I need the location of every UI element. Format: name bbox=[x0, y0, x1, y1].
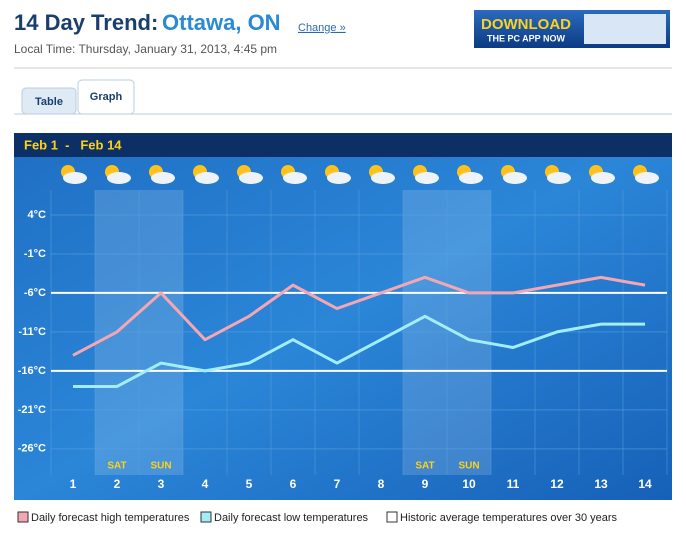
legend-swatch bbox=[200, 511, 212, 523]
x-tick-label: 1 bbox=[70, 477, 77, 491]
x-tick-label: 2 bbox=[114, 477, 121, 491]
x-tick-label: 7 bbox=[334, 477, 341, 491]
x-tick-label: 11 bbox=[507, 477, 520, 491]
series-line bbox=[73, 314, 645, 388]
legend-label: Daily forecast high temperatures bbox=[31, 512, 190, 524]
x-tick-label: 8 bbox=[378, 477, 385, 491]
weekend-label: SAT bbox=[107, 461, 126, 472]
change-link[interactable]: Change » bbox=[298, 22, 346, 34]
tab-label: Table bbox=[35, 96, 63, 108]
x-tick-label: 12 bbox=[550, 477, 564, 491]
legend-swatch bbox=[17, 511, 29, 523]
x-tick-label: 6 bbox=[290, 477, 297, 491]
weather-icon bbox=[459, 172, 483, 184]
weekend-label: SUN bbox=[150, 461, 171, 472]
y-tick-label: -11°C bbox=[18, 326, 46, 338]
chart-title: Feb 1 - Feb 14 bbox=[24, 137, 122, 152]
x-tick-label: 10 bbox=[462, 477, 476, 491]
tab-label: Graph bbox=[90, 91, 123, 103]
weather-icon bbox=[371, 172, 395, 184]
y-tick-label: -1°C bbox=[24, 248, 46, 260]
plot-background bbox=[14, 133, 672, 500]
y-tick-label: -26°C bbox=[18, 443, 46, 455]
ad-image bbox=[584, 14, 666, 44]
y-tick-label: 4°C bbox=[28, 209, 47, 221]
weather-icon bbox=[415, 172, 439, 184]
weather-icon bbox=[107, 172, 131, 184]
weather-icon bbox=[151, 172, 175, 184]
legend-label: Historic average temperatures over 30 ye… bbox=[400, 512, 618, 524]
y-tick-label: -16°C bbox=[18, 365, 46, 377]
weekend-label: SAT bbox=[415, 461, 434, 472]
weather-icon bbox=[503, 172, 527, 184]
local-time: Local Time: Thursday, January 31, 2013, … bbox=[14, 42, 277, 56]
y-tick-label: -21°C bbox=[18, 404, 46, 416]
y-tick-label: -6°C bbox=[24, 287, 46, 299]
weather-icon bbox=[63, 172, 87, 184]
ad-text: THE PC APP NOW bbox=[487, 33, 566, 43]
weather-icon bbox=[195, 172, 219, 184]
x-tick-label: 4 bbox=[202, 477, 209, 491]
weather-icon bbox=[327, 172, 351, 184]
x-tick-label: 14 bbox=[638, 477, 652, 491]
weekend-shade bbox=[403, 190, 447, 475]
weather-icon bbox=[283, 172, 307, 184]
x-tick-label: 3 bbox=[158, 477, 165, 491]
weather-icon bbox=[547, 172, 571, 184]
x-tick-label: 5 bbox=[246, 477, 253, 491]
page-title: 14 Day Trend: bbox=[14, 10, 158, 35]
location: Ottawa, ON bbox=[162, 10, 281, 35]
weekend-label: SUN bbox=[458, 461, 479, 472]
weather-icon bbox=[591, 172, 615, 184]
ad-text: DOWNLOAD bbox=[481, 16, 571, 33]
legend-swatch bbox=[386, 511, 398, 523]
weather-icon bbox=[239, 172, 263, 184]
x-tick-label: 13 bbox=[594, 477, 608, 491]
x-tick-label: 9 bbox=[422, 477, 429, 491]
weather-icon bbox=[635, 172, 659, 184]
weekend-shade bbox=[139, 190, 183, 475]
series-line bbox=[72, 275, 646, 357]
legend-label: Daily forecast low temperatures bbox=[214, 512, 369, 524]
title-bar bbox=[14, 133, 672, 157]
